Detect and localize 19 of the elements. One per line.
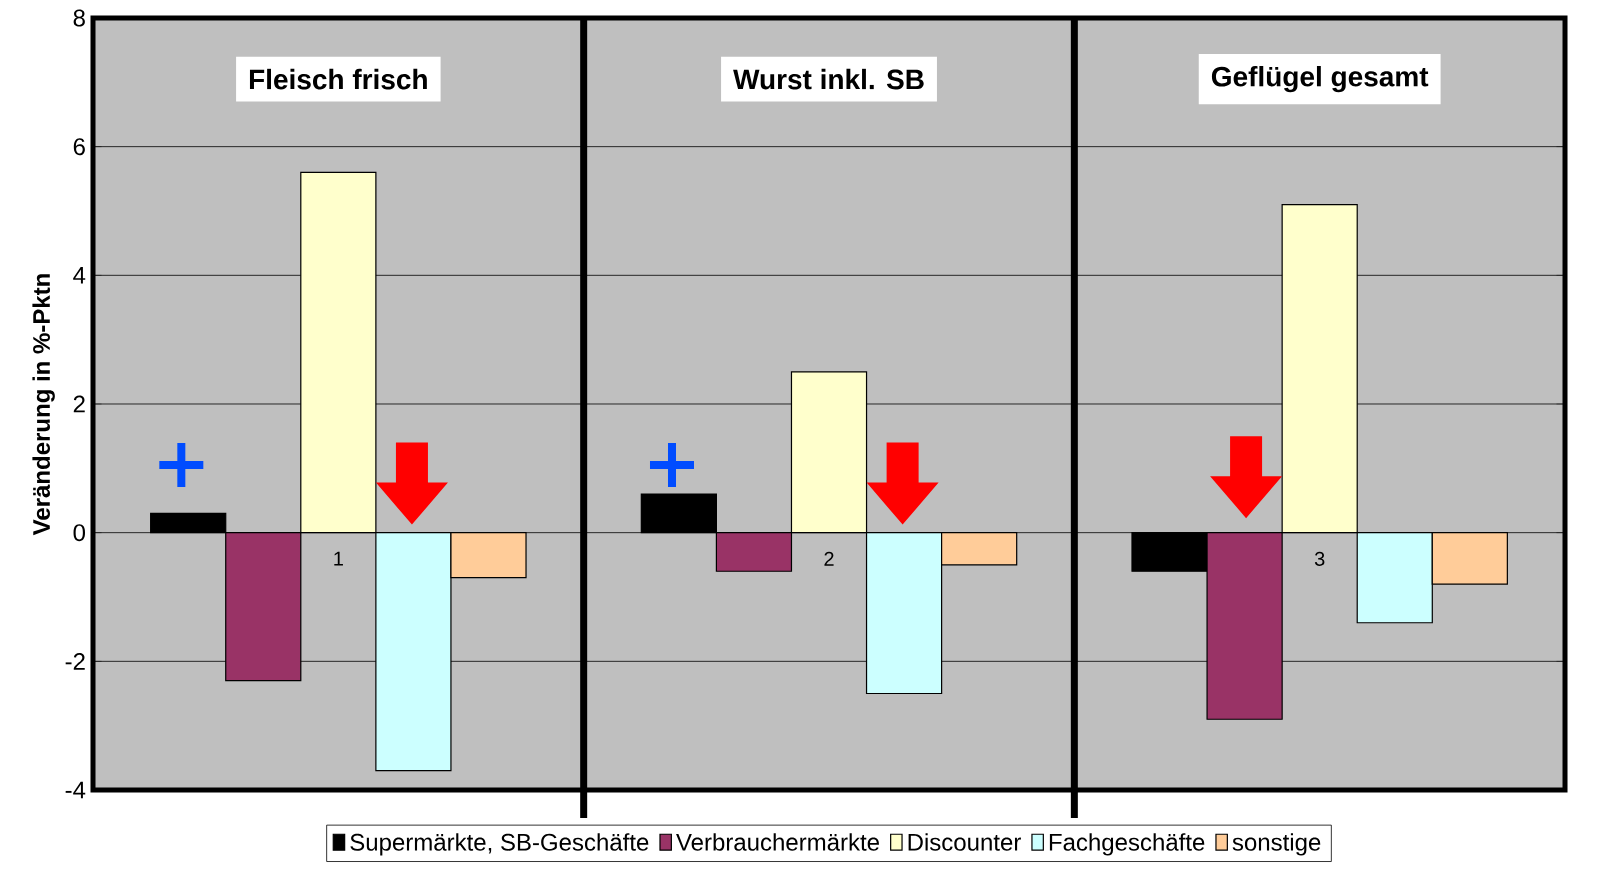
y-tick-label: 2 xyxy=(73,395,85,413)
y-axis-title: Veränderung in %-Pktn xyxy=(32,274,55,536)
y-tick-label: 8 xyxy=(73,9,85,27)
legend-label: Fachgeschäfte xyxy=(1049,833,1205,856)
x-tick-label: 1 xyxy=(334,551,343,566)
y-tick-label: 0 xyxy=(73,524,86,542)
legend-label: Discounter xyxy=(908,833,1021,851)
annotation: Geflügel gesamt xyxy=(1211,65,1429,93)
x-tick-label: 2 xyxy=(824,551,834,566)
legend-label: sonstige xyxy=(1232,833,1321,856)
legend-label: Supermärkte, SB-Geschäfte xyxy=(350,833,649,856)
y-tick-label: -4 xyxy=(65,781,86,799)
x-tick-label: 3 xyxy=(1314,551,1325,566)
y-tick-label: 6 xyxy=(73,138,85,156)
y-tick-label: -2 xyxy=(65,652,85,670)
annotation: Fleisch frisch xyxy=(249,68,427,90)
legend-label: Verbrauchermärkte xyxy=(676,833,879,851)
annotation: Wurst inkl. SB xyxy=(733,68,924,90)
y-tick-label: 4 xyxy=(73,267,86,284)
